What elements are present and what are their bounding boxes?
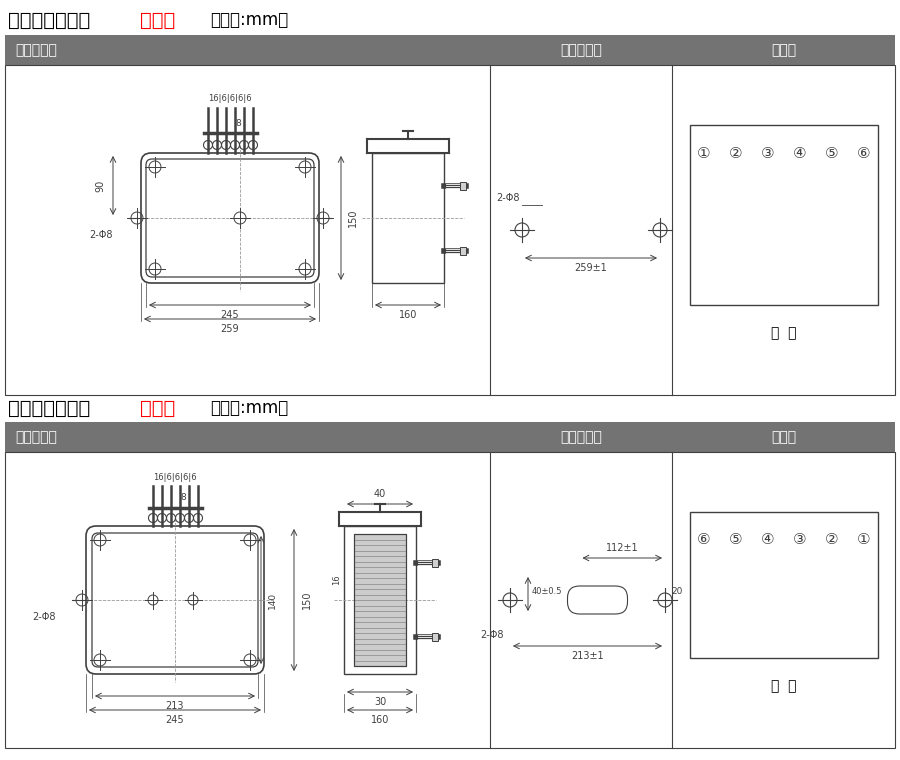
Text: 安装开孔图: 安装开孔图 (560, 43, 602, 57)
Text: 259±1: 259±1 (574, 263, 608, 273)
Text: 30: 30 (374, 697, 386, 707)
Bar (5, 65, 895, 395)
Text: 8: 8 (235, 119, 241, 128)
Text: 端子图: 端子图 (771, 430, 796, 444)
Text: 16: 16 (332, 575, 341, 585)
Text: 2-Φ8: 2-Φ8 (32, 612, 56, 622)
Text: ④: ④ (761, 533, 775, 547)
Text: ⑤: ⑤ (825, 145, 839, 160)
Text: （单位:mm）: （单位:mm） (210, 399, 288, 417)
Text: 端子图: 端子图 (771, 43, 796, 57)
Bar (690, 512, 878, 658)
Bar (432, 633, 438, 641)
Text: ①: ① (698, 145, 711, 160)
Text: 外形尺寸图: 外形尺寸图 (15, 43, 57, 57)
Text: ③: ③ (793, 533, 806, 547)
Text: 150: 150 (348, 209, 358, 227)
Bar (460, 246, 466, 255)
Bar (5, 422, 895, 452)
Text: 单相过流凸出式: 单相过流凸出式 (8, 11, 90, 30)
Text: 20: 20 (671, 587, 682, 597)
Text: ②: ② (825, 533, 839, 547)
Text: ⑤: ⑤ (729, 533, 742, 547)
Text: ⑥: ⑥ (857, 145, 871, 160)
Bar (354, 534, 406, 666)
Bar (460, 182, 466, 189)
Text: 外形尺寸图: 外形尺寸图 (15, 430, 57, 444)
Text: ③: ③ (761, 145, 775, 160)
Text: 后接线: 后接线 (140, 398, 176, 417)
Bar (5, 35, 895, 65)
Text: 2-Φ8: 2-Φ8 (89, 230, 113, 240)
Text: 245: 245 (220, 310, 239, 320)
Text: 40: 40 (374, 489, 386, 499)
Text: 前  视: 前 视 (771, 326, 796, 340)
Text: 前接线: 前接线 (140, 11, 176, 30)
Text: 160: 160 (371, 715, 389, 725)
Text: 2-Φ8: 2-Φ8 (497, 193, 520, 203)
Text: 259: 259 (220, 324, 239, 334)
Text: 245: 245 (166, 715, 184, 725)
Text: 112±1: 112±1 (606, 543, 639, 553)
Text: 2-Φ8: 2-Φ8 (481, 630, 504, 640)
Bar (5, 452, 895, 748)
Bar (432, 559, 438, 567)
Bar (372, 153, 444, 283)
Text: 213±1: 213±1 (572, 651, 604, 661)
Text: 16|6|6|6|6: 16|6|6|6|6 (208, 94, 252, 103)
Text: ④: ④ (793, 145, 806, 160)
Text: ①: ① (857, 533, 871, 547)
Text: ②: ② (729, 145, 742, 160)
Text: 150: 150 (302, 591, 312, 610)
Text: （单位:mm）: （单位:mm） (210, 11, 288, 29)
Text: 160: 160 (399, 310, 418, 320)
Text: 背  视: 背 视 (771, 679, 796, 693)
Text: 16|6|6|6|6: 16|6|6|6|6 (153, 473, 197, 482)
Text: 213: 213 (166, 701, 184, 711)
Text: 90: 90 (95, 179, 105, 192)
Text: 8: 8 (180, 493, 185, 502)
Text: 40±0.5: 40±0.5 (532, 587, 562, 597)
Text: ⑥: ⑥ (698, 533, 711, 547)
Text: 140: 140 (268, 591, 277, 609)
Bar (690, 125, 878, 305)
Text: 单相过流凸出式: 单相过流凸出式 (8, 398, 90, 417)
Bar (354, 534, 406, 666)
Text: 安装开孔图: 安装开孔图 (560, 430, 602, 444)
Bar (344, 526, 416, 674)
